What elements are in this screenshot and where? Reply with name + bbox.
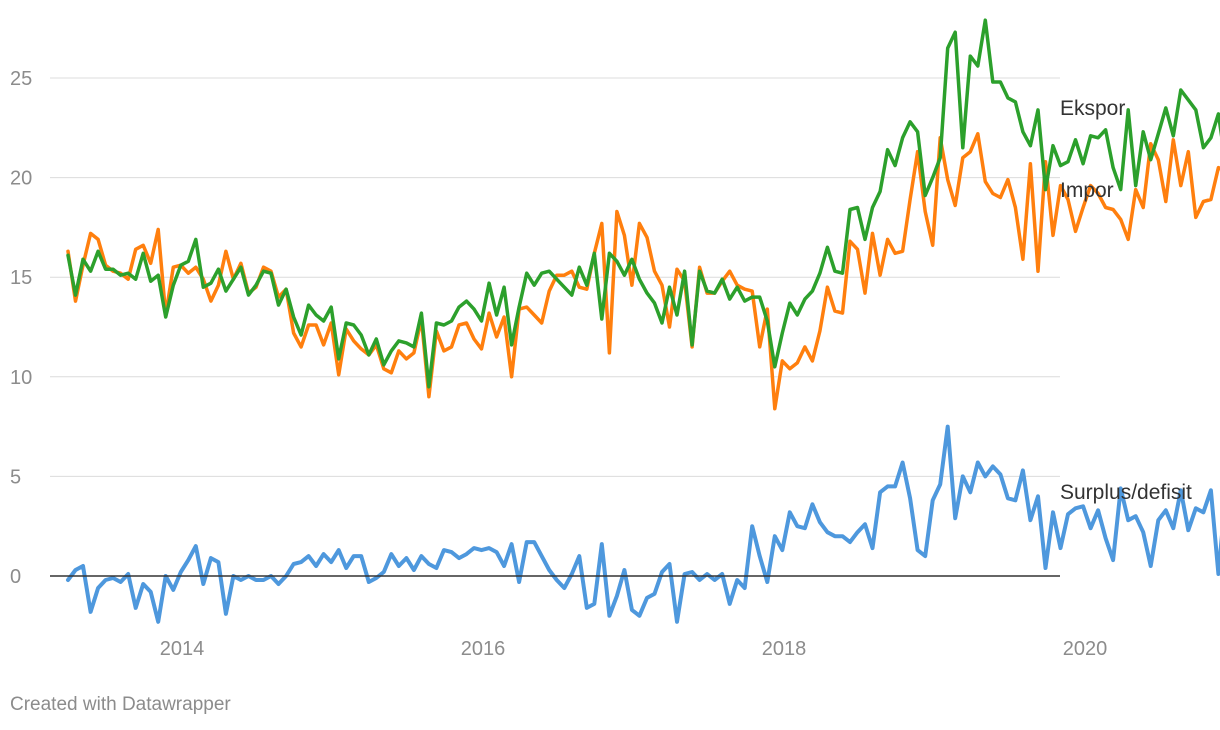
x-tick-label-2020: 2020	[1063, 638, 1108, 660]
series-labels: Ekspor Impor Surplus/defisit	[1060, 97, 1192, 504]
footer-credit: Created with Datawrapper	[10, 694, 231, 715]
y-tick-label-15: 15	[10, 267, 32, 289]
y-tick-label-25: 25	[10, 68, 32, 90]
axes: 0510152025201420162018202020222024	[10, 68, 1108, 660]
y-tick-label-10: 10	[10, 367, 32, 389]
x-tick-label-2014: 2014	[160, 638, 205, 660]
series-label-impor: Impor	[1060, 179, 1114, 202]
x-tick-label-2016: 2016	[461, 638, 506, 660]
y-tick-label-5: 5	[10, 466, 21, 488]
y-tick-label-20: 20	[10, 168, 32, 190]
series-label-surplus-defisit: Surplus/defisit	[1060, 481, 1192, 504]
x-tick-label-2018: 2018	[762, 638, 807, 660]
series-line-surplus-defisit	[66, 424, 1220, 624]
series-label-ekspor: Ekspor	[1060, 97, 1125, 120]
line-chart: 0510152025201420162018202020222024 Ekspo…	[10, 18, 1220, 660]
series-lines	[66, 18, 1220, 624]
y-tick-label-0: 0	[10, 566, 21, 588]
series-line-ekspor	[66, 18, 1220, 389]
